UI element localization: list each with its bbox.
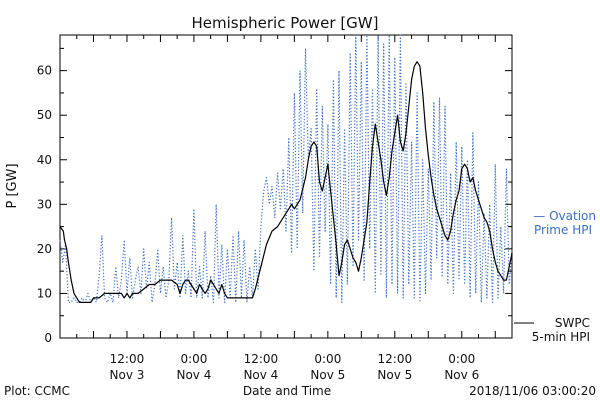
x-tick-time-label: 12:00 bbox=[378, 352, 413, 366]
chart-title: Hemispheric Power [GW] bbox=[192, 14, 379, 32]
plot-frame bbox=[59, 34, 513, 339]
footer-timestamp: 2018/11/06 03:00:20 bbox=[469, 384, 596, 398]
x-tick-date-label: Nov 6 bbox=[444, 368, 479, 382]
series-swpc-line bbox=[59, 61, 513, 303]
legend-ovation: — Ovation Prime HPI bbox=[533, 209, 596, 237]
legend-ovation-line1: — Ovation bbox=[533, 209, 596, 223]
y-axis-ticks: 0 10 20 30 40 50 60 bbox=[37, 47, 512, 345]
legend-swpc: SWPC 5-min HPI bbox=[514, 316, 590, 344]
x-tick-date-label: Nov 3 bbox=[110, 368, 145, 382]
x-axis-ticks: 12:00 Nov 3 0:00 Nov 4 12:00 Nov 4 0:00 Nov 5 12… bbox=[76, 35, 513, 382]
x-tick-date-label: Nov 4 bbox=[176, 368, 211, 382]
y-tick-label: 50 bbox=[37, 108, 52, 122]
y-tick-label: 30 bbox=[37, 197, 52, 211]
legend-swpc-line1: SWPC bbox=[555, 316, 590, 330]
y-axis-label: P [GW] bbox=[5, 163, 20, 208]
x-tick-time-label: 0:00 bbox=[314, 352, 341, 366]
x-tick-time-label: 12:00 bbox=[244, 352, 279, 366]
series-ovation-line bbox=[59, 34, 513, 303]
legend-swpc-line2: 5-min HPI bbox=[532, 330, 590, 344]
x-tick-time-label: 0:00 bbox=[180, 352, 207, 366]
y-tick-label: 10 bbox=[37, 286, 52, 300]
x-tick-time-label: 12:00 bbox=[110, 352, 145, 366]
x-tick-time-label: 0:00 bbox=[448, 352, 475, 366]
y-tick-label: 60 bbox=[37, 64, 52, 78]
x-axis-label: Date and Time bbox=[243, 384, 331, 398]
legend-ovation-line2: Prime HPI bbox=[534, 223, 592, 237]
footer-left: Plot: CCMC bbox=[4, 384, 70, 398]
x-tick-date-label: Nov 5 bbox=[377, 368, 412, 382]
series-layer bbox=[59, 34, 513, 303]
x-tick-date-label: Nov 4 bbox=[243, 368, 278, 382]
y-tick-label: 20 bbox=[37, 242, 52, 256]
y-tick-label: 0 bbox=[44, 331, 52, 345]
y-tick-label: 40 bbox=[37, 153, 52, 167]
x-tick-date-label: Nov 5 bbox=[310, 368, 345, 382]
